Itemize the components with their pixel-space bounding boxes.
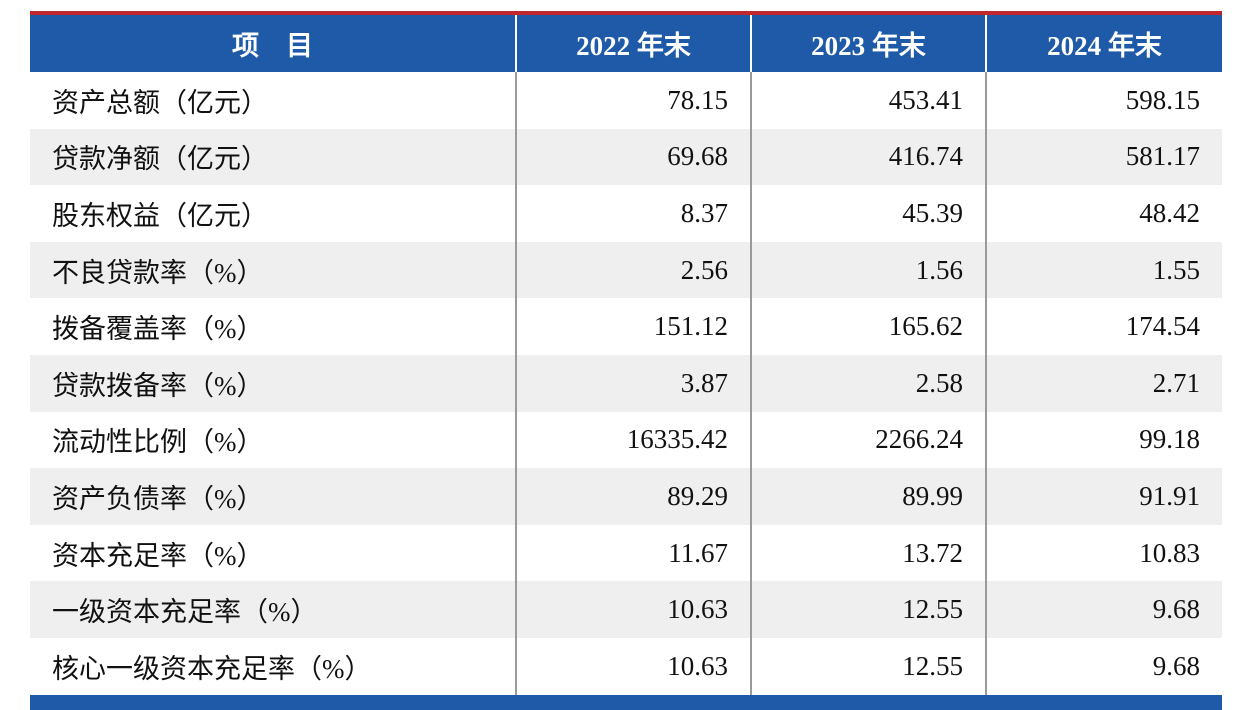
row-label: 贷款净额（亿元） (30, 128, 516, 186)
table-row: 贷款拨备率（%） 3.87 2.58 2.71 (30, 354, 1222, 412)
value-cell: 2.58 (750, 354, 986, 412)
header-cell: 2024 年末 (985, 15, 1222, 72)
value-cell: 12.55 (750, 581, 986, 638)
value-cell: 1.55 (985, 241, 1222, 299)
value-cell: 8.37 (515, 185, 751, 242)
value-cell: 3.87 (515, 354, 751, 412)
value-cell: 69.68 (515, 128, 751, 186)
row-label: 不良贷款率（%） (30, 241, 516, 299)
value-cell: 581.17 (985, 128, 1222, 186)
row-label: 核心一级资本充足率（%） (52, 653, 372, 684)
table-row: 拨备覆盖率（%） 151.12 165.62 174.54 (30, 298, 1222, 355)
value-cell: 89.29 (515, 468, 751, 525)
value-cell: 2.56 (515, 241, 751, 299)
value-cell: 416.74 (750, 128, 986, 186)
value-cell: 10.83 (985, 524, 1222, 582)
header-cell: 2022 年末 (515, 15, 751, 72)
title-rule (30, 11, 1222, 15)
row-label: 资本充足率（%） (52, 540, 264, 571)
table-row: 资产负债率（%） 89.29 89.99 91.91 (30, 468, 1222, 525)
table-row: 不良贷款率（%） 2.56 1.56 1.55 (30, 241, 1222, 299)
value-cell: 165.62 (750, 298, 986, 355)
row-label: 一级资本充足率（%） (30, 581, 516, 638)
value-cell: 2.71 (985, 354, 1222, 412)
value-cell: 174.54 (985, 298, 1222, 355)
value-cell: 598.15 (985, 72, 1222, 129)
table-row: 资本充足率（%） 11.67 13.72 10.83 (30, 524, 1222, 582)
value-cell: 1.56 (750, 241, 986, 299)
value-cell: 78.15 (515, 72, 751, 129)
row-label: 流动性比例（%） (52, 427, 264, 458)
financial-table: 项 目 2022 年末 2023 年末 2024 年末 资产总额（亿元） 78.15 45… (30, 15, 1222, 695)
row-label: 拨备覆盖率（%） (52, 314, 264, 345)
table-row: 股东权益（亿元） 8.37 45.39 48.42 (30, 185, 1222, 242)
row-label: 贷款拨备率（%） (30, 354, 516, 412)
value-cell: 9.68 (985, 581, 1222, 638)
value-cell: 45.39 (750, 185, 986, 242)
value-cell: 99.18 (985, 411, 1222, 469)
table-row: 贷款净额（亿元） 69.68 416.74 581.17 (30, 128, 1222, 186)
value-cell: 10.63 (515, 581, 751, 638)
row-label: 资产总额（亿元） (52, 87, 268, 118)
table-row: 一级资本充足率（%） 10.63 12.55 9.68 (30, 581, 1222, 638)
value-cell: 10.63 (515, 637, 751, 695)
next-header-bar (30, 695, 1222, 710)
value-cell: 89.99 (750, 468, 986, 525)
header-cell: 2023 年末 (750, 15, 986, 72)
value-cell: 13.72 (750, 524, 986, 582)
value-cell: 12.55 (750, 637, 986, 695)
value-cell: 48.42 (985, 185, 1222, 242)
value-cell: 151.12 (515, 298, 751, 355)
table-row: 资产总额（亿元） 78.15 453.41 598.15 (30, 72, 1222, 129)
header-cell: 项 目 (30, 15, 516, 72)
table-body: 资产总额（亿元） 78.15 453.41 598.15 贷款净额（亿元） 69.68 41… (30, 72, 1222, 695)
value-cell: 453.41 (750, 72, 986, 129)
value-cell: 9.68 (985, 637, 1222, 695)
row-label: 资产负债率（%） (30, 468, 516, 525)
header-row: 项 目 2022 年末 2023 年末 2024 年末 (30, 15, 1222, 72)
table-row: 核心一级资本充足率（%） 10.63 12.55 9.68 (30, 637, 1222, 695)
value-cell: 11.67 (515, 524, 751, 582)
table-row: 流动性比例（%） 16335.42 2266.24 99.18 (30, 411, 1222, 469)
row-label: 股东权益（亿元） (52, 200, 268, 231)
value-cell: 2266.24 (750, 411, 986, 469)
value-cell: 16335.42 (515, 411, 751, 469)
value-cell: 91.91 (985, 468, 1222, 525)
